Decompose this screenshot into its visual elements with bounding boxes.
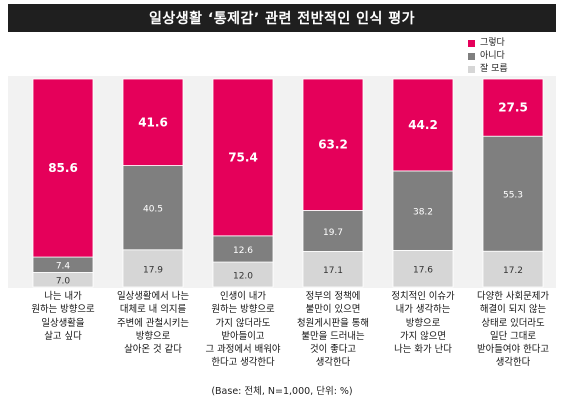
legend-label-no: 아니다 [480, 51, 505, 61]
legend-item-unsure: 잘 모름 [468, 63, 508, 76]
footnote: (Base: 전체, N=1,000, 단위: %) [211, 386, 353, 397]
bar-segment-yes-4 [302, 78, 364, 211]
category-label-line: 원하는 방향으로 [211, 304, 275, 316]
category-label-line: 것이 좋다고 [309, 344, 357, 356]
legend-swatch-unsure [468, 66, 475, 73]
category-label-line: 나는 내가 [44, 291, 82, 302]
category-label-line: 그 과정에서 배워야 [205, 344, 281, 356]
bar-segment-yes-6 [482, 78, 544, 137]
category-label-line: 정부의 정책에 [305, 291, 361, 302]
category-label-line: 대체로 내 의지를 [119, 304, 187, 316]
category-label-line: 불만을 드러내는 [301, 330, 365, 342]
category-label-line: 방향으로 [405, 317, 441, 329]
category-label-line: 인생이 내가 [219, 291, 267, 302]
legend-swatch-yes [468, 40, 475, 47]
data-label-yes-1: 85.6 [48, 161, 78, 175]
bar-segment-no-6 [482, 135, 544, 252]
data-label-no-4: 19.7 [323, 228, 343, 238]
plot-area [8, 76, 556, 288]
category-label-line: 나는 화가 난다 [394, 344, 452, 356]
category-label-line: 일상생활을 [41, 317, 85, 329]
category-label-line: 가지 않더라도 [215, 317, 271, 329]
category-label-line: 해결이 되지 않는 [479, 304, 547, 316]
category-label-line: 한다고 생각한다 [211, 357, 275, 369]
legend-label-unsure: 잘 모름 [480, 64, 508, 74]
bar-segment-yes-3 [212, 78, 274, 237]
category-label-line: 받아들여야 한다고 [477, 344, 549, 356]
bar-segment-yes-2 [122, 78, 184, 166]
legend-item-no: 아니다 [468, 50, 508, 63]
bar-segment-no-2 [122, 165, 184, 251]
data-label-unsure-2: 17.9 [143, 265, 163, 275]
legend-item-yes: 그렇다 [468, 37, 508, 50]
category-label-line: 일단 그대로 [489, 330, 537, 342]
category-label-line: 생각한다 [315, 357, 351, 369]
category-label-line: 원하는 방향으로 [31, 304, 95, 316]
data-label-no-5: 38.2 [413, 208, 433, 218]
bar-segment-no-3 [212, 235, 274, 263]
category-label-line: 주변에 관철시키는 [117, 317, 189, 329]
category-label-line: 살아온 것 같다 [124, 344, 182, 356]
data-label-no-6: 55.3 [503, 191, 523, 201]
data-label-unsure-6: 17.2 [503, 266, 523, 276]
data-label-unsure-4: 17.1 [323, 266, 343, 276]
category-label-line: 살고 싶다 [44, 330, 82, 342]
bar-segment-unsure-4 [302, 251, 364, 288]
data-label-yes-4: 63.2 [318, 138, 348, 152]
legend-swatch-no [468, 53, 475, 60]
category-label-line: 청원게시판을 통해 [297, 317, 369, 329]
category-label-line: 받아들이고 [221, 330, 265, 342]
bar-segment-unsure-5 [392, 249, 454, 288]
data-label-yes-5: 44.2 [408, 118, 438, 132]
data-label-yes-6: 27.5 [498, 101, 528, 115]
data-label-yes-2: 41.6 [138, 115, 168, 129]
legend-label-yes: 그렇다 [480, 38, 505, 48]
bar-segment-no-4 [302, 210, 364, 252]
category-label-line: 불만이 있으면 [305, 304, 361, 316]
category-label-line: 가지 않으면 [399, 330, 447, 342]
data-label-no-1: 7.4 [56, 262, 71, 272]
category-label-line: 생각한다 [495, 357, 531, 369]
category-label-line: 상태로 있더라도 [481, 317, 545, 329]
category-label-line: 일상생활에서 나는 [117, 291, 189, 302]
legend: 그렇다 아니다 잘 모름 [468, 37, 508, 76]
data-label-unsure-3: 12.0 [233, 272, 253, 282]
data-label-unsure-1: 7.0 [56, 277, 71, 287]
data-label-unsure-5: 17.6 [413, 266, 433, 276]
bar-segment-yes-1 [32, 78, 94, 258]
bar-segment-yes-5 [392, 78, 454, 172]
data-label-yes-3: 75.4 [228, 150, 258, 164]
chart-title: 일상생활 ‘통제감’ 관련 전반적인 인식 평가 [8, 4, 556, 32]
category-label-line: 방향으로 [135, 330, 171, 342]
data-label-no-3: 12.6 [233, 246, 253, 256]
bar-segment-unsure-3 [212, 261, 274, 288]
data-label-no-2: 40.5 [143, 205, 163, 215]
category-label-line: 다양한 사회문제가 [477, 291, 549, 302]
category-label-line: 정치적인 이슈가 [391, 291, 455, 302]
category-label-line: 내가 생각하는 [395, 304, 451, 316]
